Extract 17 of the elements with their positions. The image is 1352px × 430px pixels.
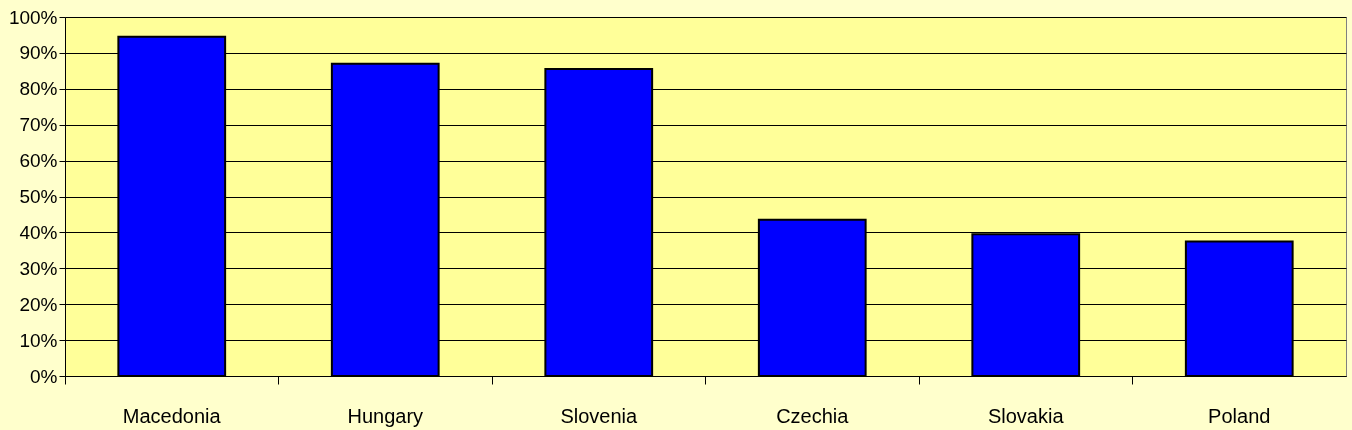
- y-tick-label: 0%: [30, 365, 58, 387]
- y-tick-label: 30%: [19, 257, 58, 279]
- y-tick-label: 40%: [19, 221, 58, 243]
- x-tick-label: Slovakia: [987, 404, 1065, 427]
- y-tick-label: 100%: [8, 6, 58, 28]
- y-tick-label: 60%: [19, 150, 58, 172]
- x-tick-label: Czechia: [776, 404, 850, 427]
- y-tick-label: 20%: [19, 293, 58, 315]
- x-tick-label: Hungary: [347, 404, 424, 427]
- y-tick-label: 90%: [19, 42, 58, 64]
- y-tick-label: 10%: [19, 329, 58, 351]
- x-tick-label: Poland: [1208, 404, 1271, 427]
- y-tick-label: 80%: [19, 78, 58, 100]
- y-tick-label: 70%: [19, 114, 58, 136]
- x-tick-label: Slovenia: [560, 404, 638, 427]
- x-tick-label: Macedonia: [122, 404, 222, 427]
- y-tick-label: 50%: [19, 186, 58, 207]
